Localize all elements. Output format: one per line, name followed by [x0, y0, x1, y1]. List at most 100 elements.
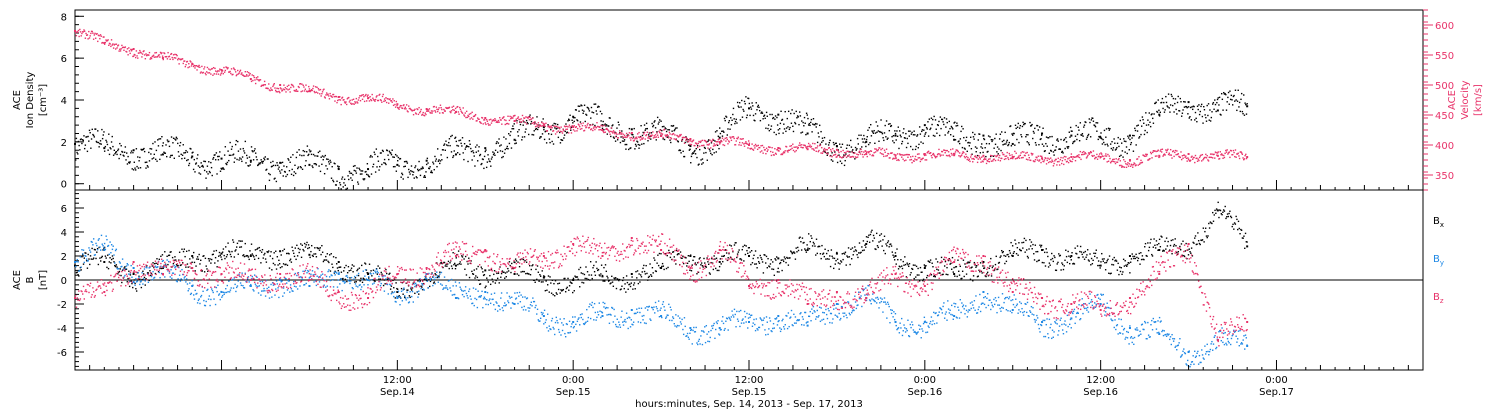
data-dot [466, 145, 469, 148]
data-dot [190, 148, 192, 150]
data-dot [346, 280, 348, 283]
data-dot [1165, 101, 1168, 104]
data-dot [721, 130, 723, 133]
data-dot [1234, 149, 1237, 151]
data-dot [816, 123, 818, 125]
data-dot [283, 88, 286, 91]
data-dot [1079, 122, 1082, 124]
data-dot [779, 261, 782, 264]
data-dot [466, 116, 469, 119]
data-dot [350, 172, 353, 175]
data-dot [775, 259, 777, 261]
data-dot [906, 153, 908, 156]
data-dot [794, 258, 797, 260]
data-dot [1002, 144, 1004, 146]
data-dot [328, 161, 330, 163]
data-dot [199, 173, 202, 175]
data-dot [782, 260, 785, 263]
data-dot [358, 97, 360, 99]
data-dot [651, 122, 653, 125]
data-dot [432, 276, 434, 278]
data-dot [1238, 157, 1241, 160]
data-dot [743, 143, 745, 145]
data-dot [1078, 129, 1080, 131]
data-dot [1136, 125, 1138, 127]
data-dot [416, 168, 419, 171]
data-dot [1062, 152, 1064, 154]
data-dot [772, 261, 774, 263]
data-dot [1162, 107, 1164, 110]
data-dot [428, 110, 430, 112]
data-dot [194, 67, 196, 69]
data-dot [456, 144, 458, 147]
data-dot [1112, 158, 1114, 161]
data-dot [1092, 117, 1094, 119]
data-dot [1137, 164, 1139, 166]
data-dot [1100, 132, 1102, 134]
data-dot [853, 250, 855, 253]
data-dot [561, 289, 564, 291]
data-dot [1125, 146, 1128, 148]
data-dot [989, 158, 991, 160]
data-dot [421, 168, 423, 170]
data-dot [1005, 141, 1008, 143]
data-dot [246, 254, 248, 257]
data-dot [882, 153, 884, 156]
data-dot [1074, 247, 1076, 249]
data-dot [205, 177, 207, 179]
data-dot [710, 147, 712, 149]
data-dot [357, 274, 360, 277]
data-dot [97, 263, 100, 266]
data-dot [1083, 153, 1086, 155]
data-dot [647, 137, 649, 139]
data-dot [201, 270, 203, 272]
data-dot [628, 132, 631, 134]
data-dot [1201, 115, 1204, 118]
data-point [249, 255, 252, 257]
data-dot [805, 112, 808, 114]
data-dot [936, 153, 939, 156]
data-dot [696, 143, 698, 145]
data-dot [961, 146, 964, 149]
data-dot [297, 166, 300, 168]
data-dot [234, 143, 237, 146]
data-dot [168, 145, 171, 148]
data-dot [206, 268, 208, 270]
data-dot [998, 261, 1001, 264]
data-dot [239, 69, 242, 72]
data-dot [642, 137, 644, 139]
data-dot [285, 91, 287, 93]
data-dot [260, 85, 262, 87]
data-dot [1159, 111, 1162, 113]
data-dot [674, 259, 676, 261]
data-dot [1103, 129, 1106, 132]
data-point [396, 103, 399, 106]
data-dot [478, 279, 480, 282]
data-dot [95, 140, 98, 143]
data-dot [161, 52, 163, 54]
data-dot [464, 148, 466, 150]
data-dot [733, 118, 735, 120]
data-dot [891, 251, 894, 253]
data-dot [771, 146, 773, 149]
data-point [1099, 156, 1102, 158]
data-dot [214, 159, 217, 161]
data-dot [953, 266, 955, 269]
data-dot [956, 275, 958, 278]
data-point [1216, 109, 1219, 112]
data-dot [176, 264, 178, 267]
data-dot [1015, 252, 1018, 255]
data-dot [1028, 144, 1030, 146]
data-dot [656, 132, 658, 134]
data-dot [881, 132, 884, 135]
data-dot [897, 158, 899, 161]
data-dot [571, 125, 573, 127]
data-dot [402, 178, 404, 180]
data-dot [802, 146, 804, 149]
data-dot [897, 126, 899, 128]
data-dot [1018, 248, 1021, 251]
data-dot [625, 291, 627, 293]
data-dot [375, 148, 378, 150]
data-dot [671, 258, 673, 261]
data-dot [1108, 155, 1110, 157]
